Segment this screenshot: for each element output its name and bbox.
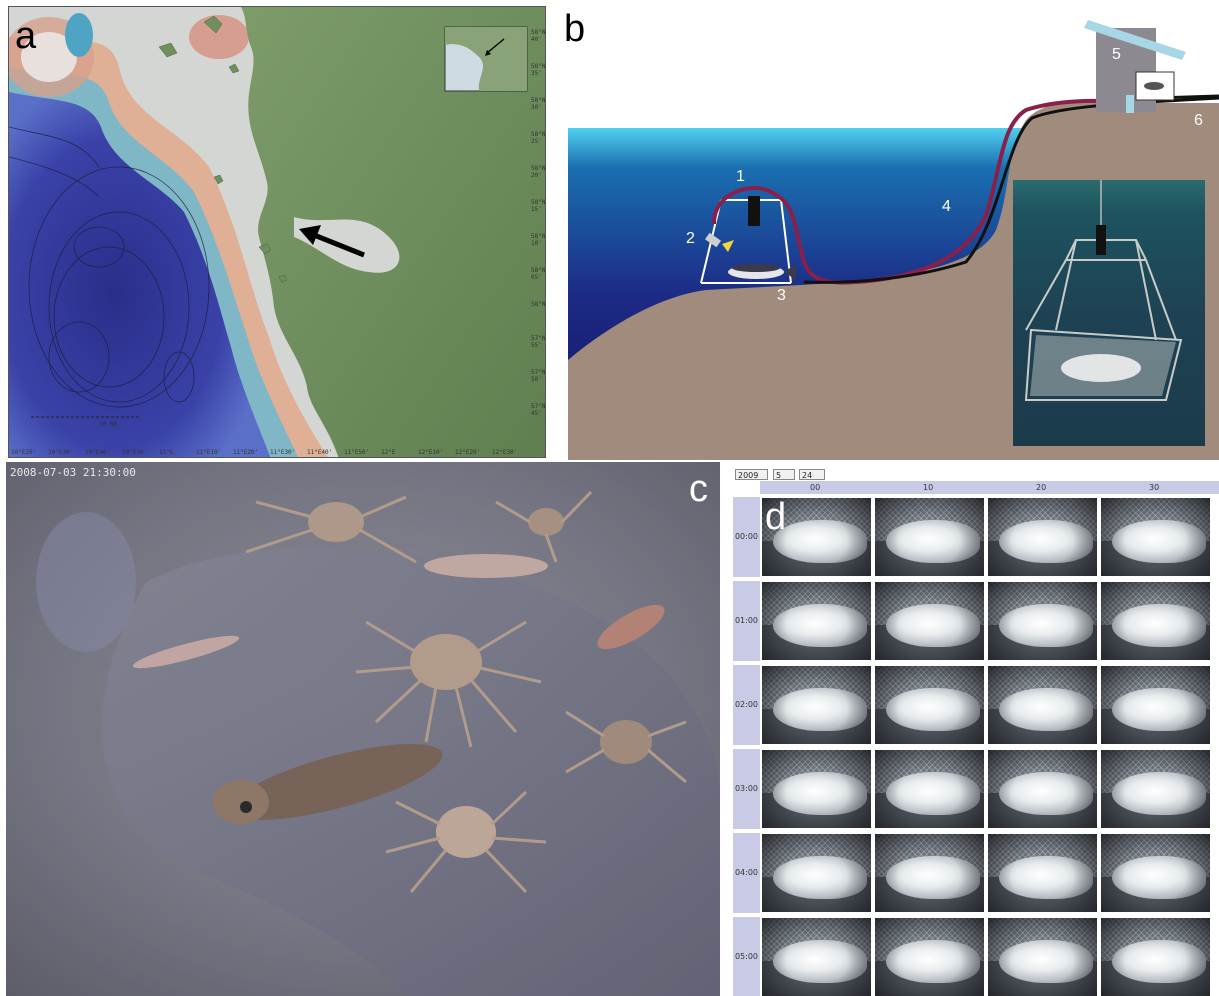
thumbnail-image[interactable] (762, 918, 871, 996)
panel-d-image-browser: 2009 5 24 00:00 01:00 02:00 03:00 04:00 05:00… (733, 464, 1219, 996)
thumbnail-image[interactable] (762, 834, 871, 912)
year-select[interactable]: 2009 (735, 469, 768, 480)
longitude-label: 10°E30' (48, 449, 74, 456)
fish (132, 554, 665, 824)
thumbnail-image[interactable] (988, 918, 1097, 996)
latitude-label: 58°N 05' (531, 267, 546, 281)
thumbnail-image[interactable] (988, 750, 1097, 828)
panel-letter-d: d (765, 496, 787, 538)
latitude-label: 58°N 10' (531, 233, 546, 247)
thumbnail-image[interactable] (1101, 918, 1210, 996)
label-6-shore-cable: 6 (1194, 112, 1203, 129)
thumbnail-image[interactable] (988, 666, 1097, 744)
longitude-label: 11°E30' (270, 449, 296, 456)
label-1-camera: 1 (736, 168, 745, 185)
bathymetry-map (9, 7, 545, 457)
thumbnail-image[interactable] (1101, 750, 1210, 828)
hut-roof (1084, 20, 1186, 60)
latitude-label: 57°N 55' (531, 335, 546, 349)
thumbnail-image[interactable] (988, 582, 1097, 660)
panel-c-underwater-photo: 2008-07-03 21:30:00 c (6, 462, 720, 996)
thumbnail-image[interactable] (762, 582, 871, 660)
column-label: 00 (810, 483, 821, 492)
latitude-label: 58°N 15' (531, 199, 546, 213)
thumbnail-image[interactable] (875, 918, 984, 996)
label-4-cable: 4 (942, 198, 951, 215)
row-label: 04:00 (733, 833, 760, 913)
row-label: 00:00 (733, 497, 760, 577)
thumbnail-image[interactable] (762, 498, 871, 576)
thumbnail-image[interactable] (762, 750, 871, 828)
spider-crabs (245, 490, 687, 894)
setup-diagram (568, 20, 1219, 460)
day-select[interactable]: 24 (799, 469, 825, 480)
panel-a-map: a 20 NM 58°N 40' 58°N 35' 58°N 30' 58°N 25'… (8, 6, 546, 458)
thumbnail-image[interactable] (762, 666, 871, 744)
longitude-label: 11°E (159, 449, 174, 456)
latitude-label: 58°N 35' (531, 63, 546, 77)
panel-letter-a: a (15, 15, 37, 57)
longitude-label: 11°E40' (307, 449, 333, 456)
thumbnail-image[interactable] (988, 834, 1097, 912)
thumbnail-image[interactable] (1101, 666, 1210, 744)
row-label: 05:00 (733, 917, 760, 996)
month-select[interactable]: 5 (773, 469, 795, 480)
column-label: 30 (1149, 483, 1160, 492)
thumbnail-image[interactable] (1101, 834, 1210, 912)
latitude-label: 58°N 25' (531, 131, 546, 145)
thumbnail-image[interactable] (988, 498, 1097, 576)
column-label: 10 (923, 483, 934, 492)
video-timestamp: 2008-07-03 21:30:00 (10, 466, 136, 479)
longitude-label: 12°E (381, 449, 396, 456)
thumbnail-image[interactable] (1101, 498, 1210, 576)
row-label: 01:00 (733, 581, 760, 661)
panel-letter-c: c (689, 468, 708, 510)
longitude-label: 11°E50' (344, 449, 370, 456)
label-2-light: 2 (686, 230, 695, 247)
label-5-hut: 5 (1112, 46, 1121, 63)
thumbnail-image[interactable] (875, 750, 984, 828)
longitude-label: 11°E20' (233, 449, 259, 456)
longitude-label: 12°E30' (492, 449, 518, 456)
light (704, 232, 722, 248)
longitude-label: 11°E10' (196, 449, 222, 456)
row-label: 02:00 (733, 665, 760, 745)
latitude-label: 58°N 20' (531, 165, 546, 179)
scale-label: 20 NM (99, 421, 118, 428)
latitude-label: 58°N 40' (531, 29, 546, 43)
thumbnail-image[interactable] (875, 666, 984, 744)
longitude-label: 10°E20' (11, 449, 37, 456)
longitude-label: 10°E50' (122, 449, 148, 456)
row-label: 03:00 (733, 749, 760, 829)
seabed-scene (6, 462, 720, 996)
thumbnail-image[interactable] (1101, 582, 1210, 660)
panel-letter-b: b (564, 8, 586, 50)
latitude-label: 58°N 30' (531, 97, 546, 111)
column-label: 20 (1036, 483, 1047, 492)
latitude-label: 57°N 50' (531, 369, 546, 383)
longitude-label: 12°E10' (418, 449, 444, 456)
latitude-label: 57°N 45' (531, 403, 546, 417)
thumbnail-image[interactable] (875, 582, 984, 660)
camera-body (748, 196, 760, 226)
thumbnail-image[interactable] (875, 498, 984, 576)
longitude-label: 10°E40' (85, 449, 111, 456)
longitude-label: 12°E20' (455, 449, 481, 456)
column-header-bar (760, 481, 1219, 494)
label-3-bait: 3 (777, 287, 786, 304)
thumbnail-image[interactable] (875, 834, 984, 912)
latitude-label: 58°N (531, 301, 546, 308)
panel-b-schematic: b 1 2 3 4 5 6 (556, 0, 1219, 460)
